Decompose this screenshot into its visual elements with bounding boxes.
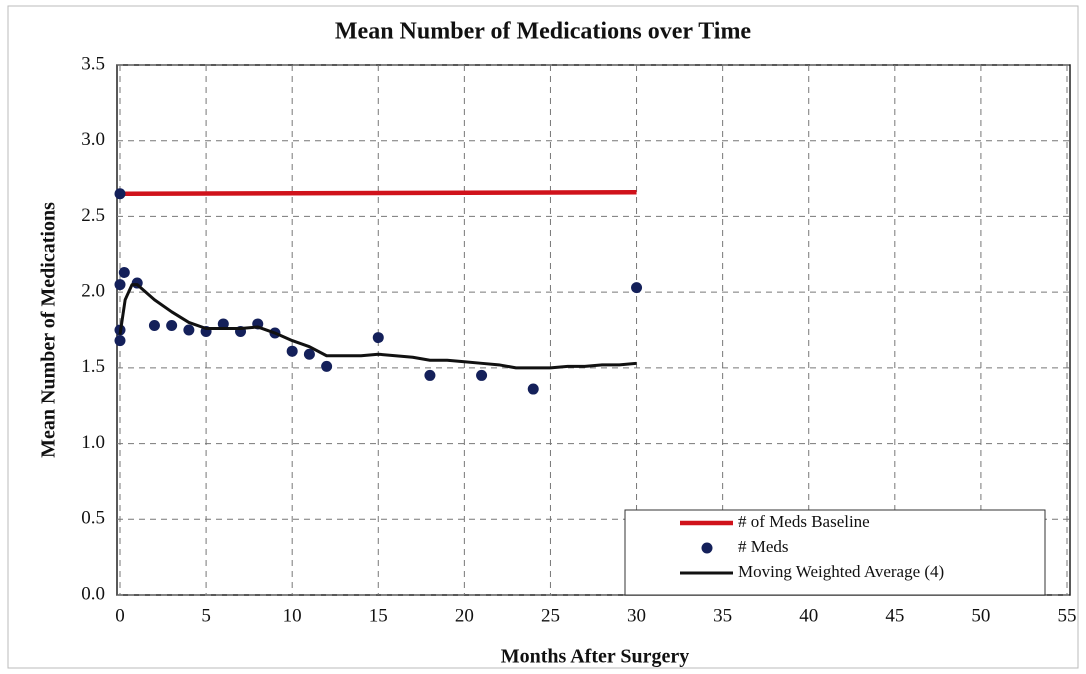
line xyxy=(119,189,637,196)
point xyxy=(114,335,126,347)
y-tick-label: 3.0 xyxy=(81,129,105,150)
x-tick-label: 35 xyxy=(713,605,732,626)
x-tick-label: 30 xyxy=(627,605,646,626)
y-tick-label: 0.0 xyxy=(81,583,105,604)
point xyxy=(114,188,126,200)
x-tick-label: 10 xyxy=(283,605,302,626)
x-tick-label: 45 xyxy=(885,605,904,626)
y-tick-label: 2.5 xyxy=(81,205,105,226)
x-tick-label: 20 xyxy=(455,605,474,626)
point xyxy=(303,348,315,360)
legend-label: # of Meds Baseline xyxy=(738,512,870,531)
point xyxy=(286,345,298,357)
y-tick-label: 1.5 xyxy=(81,356,105,377)
legend-label: # Meds xyxy=(738,537,789,556)
y-tick-label: 2.0 xyxy=(81,281,105,302)
point xyxy=(118,266,130,278)
y-axis-label: Mean Number of Medications xyxy=(38,202,60,458)
y-tick-label: 1.0 xyxy=(81,432,105,453)
x-tick-label: 40 xyxy=(799,605,818,626)
point xyxy=(148,319,160,331)
line xyxy=(118,283,637,370)
chart-title: Mean Number of Medications over Time xyxy=(335,19,752,45)
point xyxy=(217,318,229,330)
y-tick-label: 0.5 xyxy=(81,508,105,529)
point xyxy=(424,369,436,381)
legend-swatch xyxy=(701,542,713,554)
x-tick-label: 5 xyxy=(201,605,211,626)
x-tick-label: 50 xyxy=(971,605,990,626)
point xyxy=(114,279,126,291)
x-tick-label: 25 xyxy=(541,605,560,626)
x-tick-label: 15 xyxy=(369,605,388,626)
x-axis-label: Months After Surgery xyxy=(501,646,690,668)
point xyxy=(166,319,178,331)
x-tick-label: 0 xyxy=(115,605,125,626)
point xyxy=(372,332,384,344)
point xyxy=(527,383,539,395)
point xyxy=(183,324,195,336)
point xyxy=(631,282,643,294)
y-tick-label: 3.5 xyxy=(81,53,105,74)
point xyxy=(321,360,333,372)
legend-label: Moving Weighted Average (4) xyxy=(738,562,944,581)
x-tick-label: 55 xyxy=(1058,605,1077,626)
point xyxy=(476,369,488,381)
